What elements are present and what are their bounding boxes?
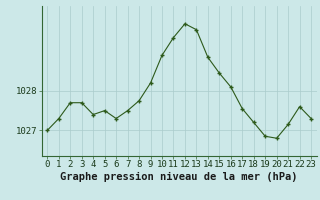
X-axis label: Graphe pression niveau de la mer (hPa): Graphe pression niveau de la mer (hPa)	[60, 172, 298, 182]
